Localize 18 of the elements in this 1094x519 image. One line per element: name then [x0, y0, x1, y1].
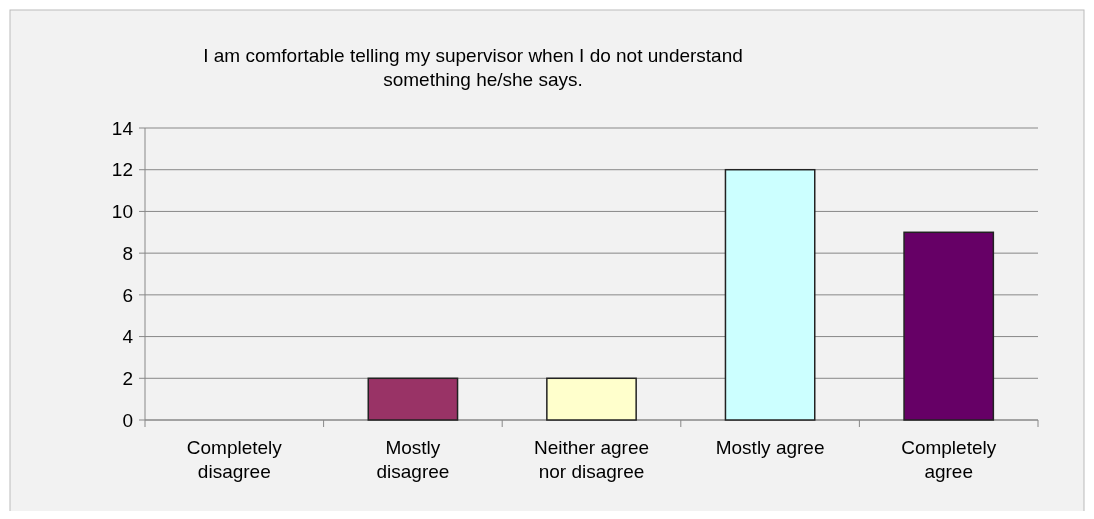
y-tick-label: 4 [122, 326, 134, 348]
y-tick-label: 10 [111, 201, 133, 223]
bar [546, 377, 637, 421]
x-tick-label: Completely agree [901, 437, 997, 482]
bar [724, 168, 816, 421]
bar [367, 377, 459, 421]
y-tick-label: 2 [122, 367, 133, 389]
x-tick-label: Mostly agree [715, 437, 825, 458]
x-tick-label: Mostly disagree [376, 437, 450, 482]
chart-title: I am comfortable telling my supervisor when I do not understand something he/she says. [203, 45, 743, 90]
y-tick-label: 8 [122, 242, 133, 264]
y-tick-label: 0 [122, 409, 133, 431]
y-tick-label: 12 [111, 159, 133, 181]
y-tick-label: 14 [111, 117, 134, 139]
bar [903, 231, 995, 421]
x-tick-label: Neither agree nor disagree [533, 437, 650, 482]
x-tick-label: Completely disagree [186, 437, 283, 482]
y-tick-label: 6 [122, 284, 133, 306]
